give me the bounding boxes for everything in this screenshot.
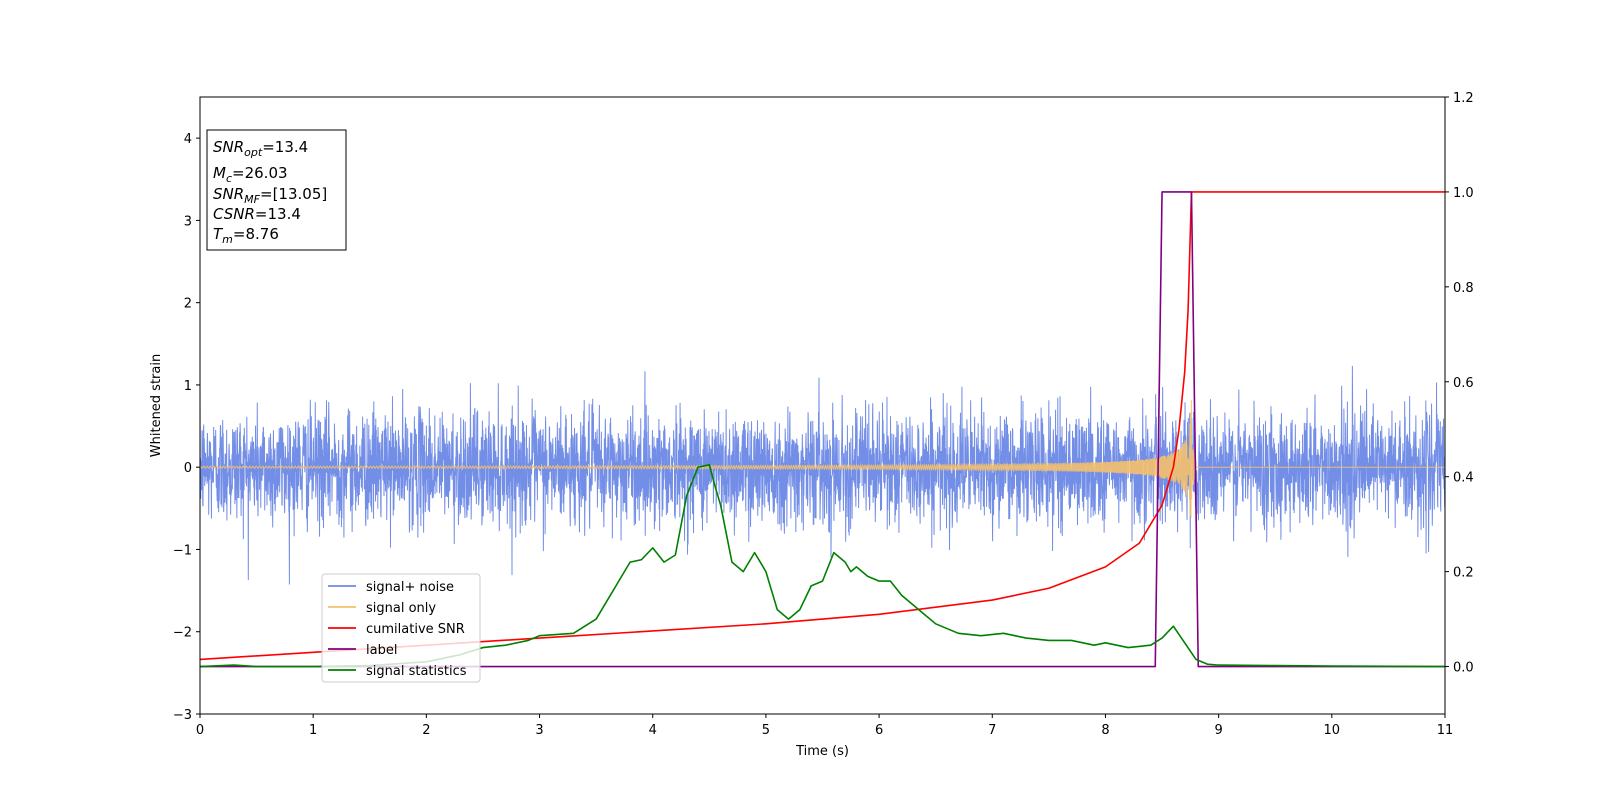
right-y-tick-label: 0.6 <box>1453 376 1474 391</box>
axes-frame <box>199 96 1446 715</box>
x-axis-ticks: 0 1 2 3 4 5 6 7 8 9 10 11 <box>196 714 1453 738</box>
parameter-symbol: CSNR <box>213 205 255 223</box>
legend-label: signal statistics <box>366 664 467 679</box>
x-tick-label: 1 <box>309 723 317 738</box>
legend-frame <box>321 573 481 683</box>
x-tick-label: 3 <box>535 723 543 738</box>
x-tick-label: 8 <box>1101 723 1109 738</box>
right-y-tick-label: 0.8 <box>1453 281 1474 296</box>
parameter-subscript: opt <box>244 146 263 159</box>
parameters-box-frame <box>206 129 347 251</box>
series-signal-noise-line <box>200 365 1445 585</box>
legend-label: cumilative SNR <box>366 622 465 637</box>
x-tick-label: 11 <box>1437 723 1454 738</box>
parameter-value: =26.03 <box>232 164 288 182</box>
right-y-tick-label: 1.2 <box>1453 91 1474 106</box>
parameter-symbol: SNR <box>213 185 244 203</box>
legend-label: label <box>366 643 397 658</box>
right-y-tick-label: 0.0 <box>1453 661 1474 676</box>
legend: signal+ noise signal only cumilative SNR la… <box>321 573 481 683</box>
x-tick-label: 6 <box>875 723 883 738</box>
parameter-line: SNRMF=[13.05] <box>213 185 327 206</box>
parameter-subscript: c <box>226 172 232 185</box>
parameter-value: =[13.05] <box>260 185 327 203</box>
x-tick-label: 9 <box>1214 723 1222 738</box>
x-tick-label: 10 <box>1324 723 1341 738</box>
y-axis-label: Whitened strain <box>149 354 164 457</box>
x-tick-label: 0 <box>196 723 204 738</box>
right-y-tick-label: 0.2 <box>1453 566 1474 581</box>
x-axis-label: Time (s) <box>795 744 849 759</box>
parameter-line: CSNR=13.4 <box>213 205 301 223</box>
parameter-line: SNRopt=13.4 <box>213 138 308 159</box>
parameter-symbol: SNR <box>213 138 244 156</box>
x-tick-label: 4 <box>649 723 657 738</box>
legend-label: signal+ noise <box>366 580 454 595</box>
left-y-tick-label: −2 <box>173 626 192 641</box>
right-y-axis-ticks: 0.0 0.2 0.4 0.6 0.8 1.0 1.2 <box>1445 91 1474 676</box>
parameter-subscript: MF <box>244 193 260 206</box>
parameter-line: Mc=26.03 <box>213 164 288 185</box>
parameter-subscript: m <box>222 233 233 246</box>
parameter-line: Tm=8.76 <box>213 225 279 246</box>
series-signal-only-line <box>200 400 1445 518</box>
right-y-tick-label: 1.0 <box>1453 186 1474 201</box>
left-y-axis-ticks: −3 −2 −1 0 1 2 3 4 <box>173 132 200 723</box>
legend-label: signal only <box>366 601 436 616</box>
parameter-value: =8.76 <box>233 225 279 243</box>
parameter-symbol: M <box>213 164 226 182</box>
left-y-tick-label: −1 <box>173 543 192 558</box>
series-cumulative-snr-line <box>200 191 1445 661</box>
x-tick-label: 2 <box>422 723 430 738</box>
parameter-value: =13.4 <box>255 205 301 223</box>
left-y-tick-label: 3 <box>184 214 192 229</box>
right-y-tick-label: 0.4 <box>1453 471 1474 486</box>
left-y-tick-label: 2 <box>184 297 192 312</box>
parameters-box: SNRopt=13.4Mc=26.03SNRMF=[13.05]CSNR=13.… <box>206 129 347 251</box>
parameter-symbol: T <box>213 225 224 243</box>
left-y-tick-label: 0 <box>184 461 192 476</box>
plot-area <box>200 191 1445 668</box>
x-tick-label: 5 <box>762 723 770 738</box>
left-y-tick-label: 4 <box>184 132 192 147</box>
series-label-line <box>200 191 1445 668</box>
left-y-tick-label: 1 <box>184 379 192 394</box>
series-signal-statistics-line <box>200 464 1445 668</box>
parameter-value: =13.4 <box>262 138 308 156</box>
left-y-tick-label: −3 <box>173 708 192 723</box>
x-tick-label: 7 <box>988 723 996 738</box>
